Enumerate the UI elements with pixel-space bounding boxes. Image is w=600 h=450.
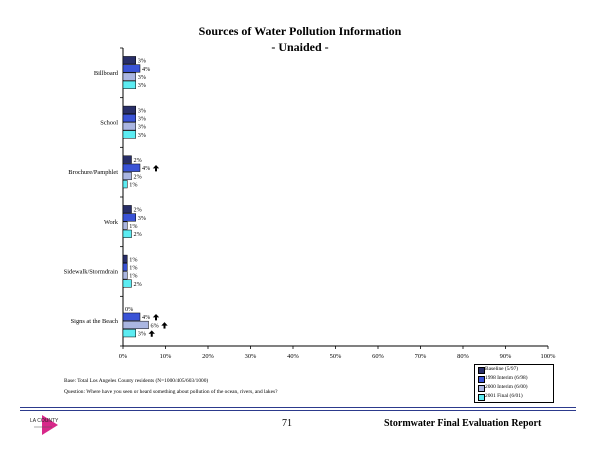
data-label: 4% [142,165,150,172]
bar [122,122,136,131]
up-arrow-stem [155,168,157,172]
question-note: Question: Where have you seen or heard s… [64,389,278,395]
bar [122,312,141,321]
x-tick-label: 60% [372,353,384,360]
legend-label: Baseline (5/97) [485,366,519,372]
data-label: 2% [134,231,142,238]
data-label: 3% [138,124,146,131]
data-label: 3% [138,331,146,338]
up-arrow-stem [155,317,157,321]
footer-rule [20,410,576,411]
bar [122,213,136,222]
legend-label: 2000 Interim (6/00) [485,384,528,390]
bar [122,221,128,230]
chart-subtitle: - Unaided - [271,40,329,54]
data-label: 1% [129,182,137,189]
bar [122,271,128,280]
legend-label: 1998 Interim (6/98) [485,375,528,381]
bar [122,130,136,139]
data-label: 3% [138,132,146,139]
bar [122,80,136,89]
logo-triangle-icon [42,415,58,435]
data-label: 3% [138,107,146,114]
bar [122,64,141,73]
report-title: Stormwater Final Evaluation Report [384,418,542,429]
bar [122,205,132,214]
x-tick-label: 20% [202,353,214,360]
bar [122,263,128,272]
data-label: 2% [134,157,142,164]
la-county-logo: LA COUNTY [30,415,59,435]
data-label: 3% [138,74,146,81]
bar [122,114,136,123]
data-label: 4% [142,66,150,73]
data-label: 4% [142,314,150,321]
bar [122,171,132,181]
bar [122,254,128,263]
bar [122,229,132,238]
chart-title: Sources of Water Pollution Information [198,24,402,38]
data-label: 0% [125,306,133,313]
category-label: Signs at the Beach [71,318,119,325]
footer-rule [20,407,576,408]
base-note: Base: Total Los Angeles County residents… [64,378,209,384]
legend-swatch [478,376,485,383]
x-tick-label: 50% [330,353,342,360]
x-tick-label: 0% [119,353,128,360]
x-tick-label: 100% [541,353,557,360]
bar [122,155,132,164]
legend-swatch [478,367,485,374]
data-label: 3% [138,116,146,123]
bar [122,56,136,65]
data-label: 3% [138,58,146,65]
data-label: 6% [151,322,159,329]
data-label: 2% [134,173,142,180]
data-label: 2% [134,207,142,214]
bar [122,105,136,114]
category-label: Sidewalk/Stormdrain [64,269,119,276]
x-tick-label: 40% [287,353,299,360]
up-arrow-icon [152,164,160,169]
bar [122,163,141,172]
x-tick-label: 10% [160,353,172,360]
bar [122,329,136,338]
category-label: Billboard [94,70,119,77]
legend-swatch [478,385,485,392]
bar [122,279,132,288]
category-label: Brochure/Pamphlet [68,169,118,176]
legend-label: 2001 Final (6/01) [485,393,523,399]
x-tick-label: 90% [500,353,512,360]
chart-legend: Baseline (5/97) 1998 Interim (6/98) 2000… [474,364,554,403]
category-label: School [100,120,118,127]
legend-swatch [478,394,485,401]
data-label: 1% [129,273,137,280]
bar [122,320,149,330]
up-arrow-stem [150,333,153,337]
data-label: 3% [138,82,146,89]
data-label: 2% [134,281,142,288]
data-label: 1% [129,265,137,272]
up-arrow-stem [163,325,166,329]
up-arrow-icon [161,322,168,326]
data-label: 1% [129,256,137,263]
x-tick-label: 70% [415,353,427,360]
up-arrow-icon [152,313,160,318]
page-number: 71 [282,418,292,429]
bar [122,72,136,81]
x-tick-label: 30% [245,353,257,360]
logo-text: LA COUNTY [30,418,59,424]
data-label: 3% [138,215,146,222]
data-label: 1% [129,223,137,230]
category-label: Work [104,219,119,226]
x-tick-label: 80% [457,353,469,360]
up-arrow-icon [148,330,155,334]
bar [122,180,128,189]
